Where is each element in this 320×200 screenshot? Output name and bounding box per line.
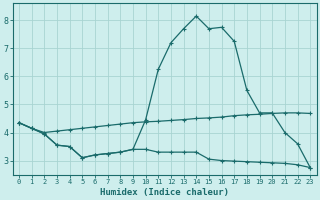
X-axis label: Humidex (Indice chaleur): Humidex (Indice chaleur): [100, 188, 229, 197]
